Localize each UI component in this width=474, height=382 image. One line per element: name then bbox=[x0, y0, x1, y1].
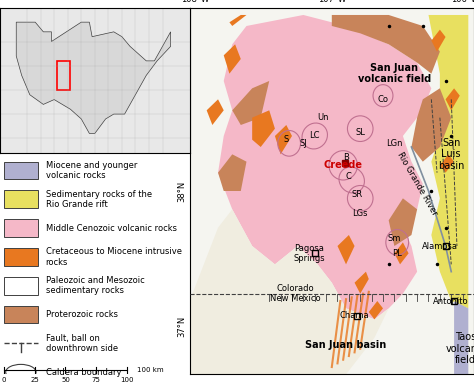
Polygon shape bbox=[224, 44, 241, 74]
Text: San Juan
volcanic field: San Juan volcanic field bbox=[358, 63, 431, 84]
Polygon shape bbox=[16, 22, 171, 133]
Text: PL: PL bbox=[392, 249, 402, 258]
Text: Pagosa
Springs: Pagosa Springs bbox=[293, 244, 325, 263]
Polygon shape bbox=[252, 110, 275, 147]
Text: LC: LC bbox=[310, 131, 320, 141]
Text: Un: Un bbox=[318, 113, 329, 122]
Text: Antonito: Antonito bbox=[433, 296, 469, 306]
Text: 25: 25 bbox=[30, 377, 39, 382]
Text: Chama: Chama bbox=[340, 311, 369, 320]
Polygon shape bbox=[389, 198, 417, 246]
FancyBboxPatch shape bbox=[4, 248, 38, 266]
Polygon shape bbox=[369, 301, 383, 319]
Text: S: S bbox=[283, 135, 289, 144]
Polygon shape bbox=[190, 209, 389, 374]
Polygon shape bbox=[428, 15, 468, 308]
Text: 75: 75 bbox=[92, 377, 100, 382]
Polygon shape bbox=[431, 30, 446, 52]
Text: Sedimentary rocks of the
Rio Grande rift: Sedimentary rocks of the Rio Grande rift bbox=[46, 189, 152, 209]
Text: 108°W: 108°W bbox=[181, 0, 210, 4]
Text: Co: Co bbox=[377, 95, 389, 104]
Text: 50: 50 bbox=[61, 377, 70, 382]
Text: LGn: LGn bbox=[386, 139, 402, 148]
Text: LGs: LGs bbox=[353, 209, 368, 217]
Text: Sm: Sm bbox=[388, 234, 401, 243]
Text: 107°W: 107°W bbox=[318, 0, 346, 4]
Polygon shape bbox=[229, 15, 246, 26]
Text: Proterozoic rocks: Proterozoic rocks bbox=[46, 310, 118, 319]
Text: Fault, ball on
downthrown side: Fault, ball on downthrown side bbox=[46, 333, 118, 353]
Text: 106°W: 106°W bbox=[451, 0, 474, 4]
Polygon shape bbox=[218, 15, 431, 319]
Polygon shape bbox=[232, 81, 269, 125]
Polygon shape bbox=[394, 242, 409, 264]
Text: SJ: SJ bbox=[300, 139, 307, 148]
FancyBboxPatch shape bbox=[4, 162, 38, 180]
Polygon shape bbox=[332, 15, 440, 74]
Bar bbox=[57, 61, 71, 90]
FancyBboxPatch shape bbox=[4, 277, 38, 295]
Text: Alamosa: Alamosa bbox=[422, 241, 458, 251]
Polygon shape bbox=[337, 235, 355, 264]
Polygon shape bbox=[440, 154, 454, 173]
Polygon shape bbox=[207, 99, 224, 125]
Text: B: B bbox=[343, 154, 349, 162]
Polygon shape bbox=[446, 88, 460, 110]
FancyBboxPatch shape bbox=[4, 191, 38, 208]
Text: Paleozoic and Mesozoic
sedimentary rocks: Paleozoic and Mesozoic sedimentary rocks bbox=[46, 276, 144, 295]
Text: Colorado
New Mexico: Colorado New Mexico bbox=[270, 284, 320, 303]
Text: SR: SR bbox=[352, 190, 363, 199]
Text: Taos
volcanic
field: Taos volcanic field bbox=[446, 332, 474, 365]
Polygon shape bbox=[275, 125, 292, 154]
Polygon shape bbox=[218, 154, 246, 191]
Text: 37°N: 37°N bbox=[178, 316, 187, 337]
Text: San Juan basin: San Juan basin bbox=[305, 340, 387, 350]
Text: Middle Cenozoic volcanic rocks: Middle Cenozoic volcanic rocks bbox=[46, 223, 176, 233]
Text: SL: SL bbox=[356, 128, 365, 137]
Text: 100 km: 100 km bbox=[137, 367, 163, 373]
Text: San
Luis
basin: San Luis basin bbox=[438, 138, 465, 171]
FancyBboxPatch shape bbox=[4, 219, 38, 237]
Text: Rio Grande River: Rio Grande River bbox=[395, 151, 439, 217]
Text: 100: 100 bbox=[120, 377, 134, 382]
Polygon shape bbox=[454, 301, 468, 374]
Text: Miocene and younger
volcanic rocks: Miocene and younger volcanic rocks bbox=[46, 161, 137, 180]
Text: Caldera boundary: Caldera boundary bbox=[46, 367, 121, 377]
Text: C: C bbox=[346, 172, 352, 181]
FancyBboxPatch shape bbox=[4, 306, 38, 324]
Text: 38°N: 38°N bbox=[178, 180, 187, 202]
Text: 39°N: 39°N bbox=[178, 45, 187, 66]
Text: 0: 0 bbox=[1, 377, 6, 382]
Polygon shape bbox=[355, 272, 369, 294]
Text: Creede: Creede bbox=[324, 160, 363, 170]
Text: Cretaceous to Miocene intrusive
rocks: Cretaceous to Miocene intrusive rocks bbox=[46, 247, 182, 267]
Polygon shape bbox=[411, 88, 451, 162]
